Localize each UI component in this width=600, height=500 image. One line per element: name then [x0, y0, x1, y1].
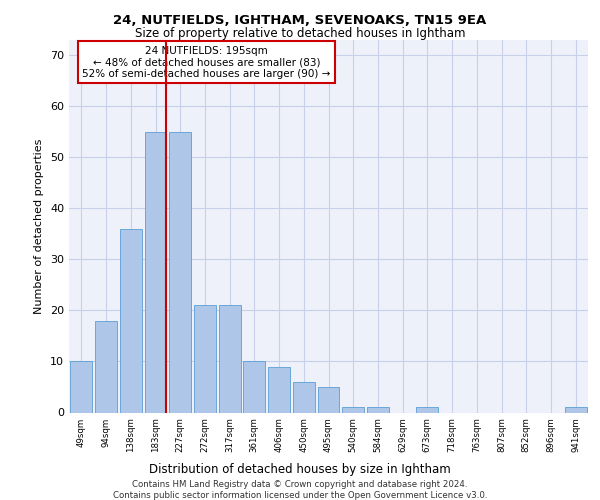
Bar — [169, 132, 191, 412]
Bar — [268, 366, 290, 412]
Text: 24, NUTFIELDS, IGHTHAM, SEVENOAKS, TN15 9EA: 24, NUTFIELDS, IGHTHAM, SEVENOAKS, TN15 … — [113, 14, 487, 27]
Bar — [95, 320, 117, 412]
Bar — [293, 382, 314, 412]
Bar — [145, 132, 166, 412]
Bar — [565, 408, 587, 412]
Bar — [219, 306, 241, 412]
Bar — [194, 306, 216, 412]
Bar — [343, 408, 364, 412]
Bar — [317, 387, 340, 412]
Bar — [416, 408, 438, 412]
Bar — [244, 362, 265, 412]
Text: Contains HM Land Registry data © Crown copyright and database right 2024.: Contains HM Land Registry data © Crown c… — [132, 480, 468, 489]
Text: Size of property relative to detached houses in Ightham: Size of property relative to detached ho… — [135, 28, 465, 40]
Text: 24 NUTFIELDS: 195sqm
← 48% of detached houses are smaller (83)
52% of semi-detac: 24 NUTFIELDS: 195sqm ← 48% of detached h… — [82, 46, 331, 79]
Bar — [367, 408, 389, 412]
Y-axis label: Number of detached properties: Number of detached properties — [34, 138, 44, 314]
Text: Contains public sector information licensed under the Open Government Licence v3: Contains public sector information licen… — [113, 491, 487, 500]
Text: Distribution of detached houses by size in Ightham: Distribution of detached houses by size … — [149, 462, 451, 475]
Bar — [70, 362, 92, 412]
Bar — [120, 229, 142, 412]
